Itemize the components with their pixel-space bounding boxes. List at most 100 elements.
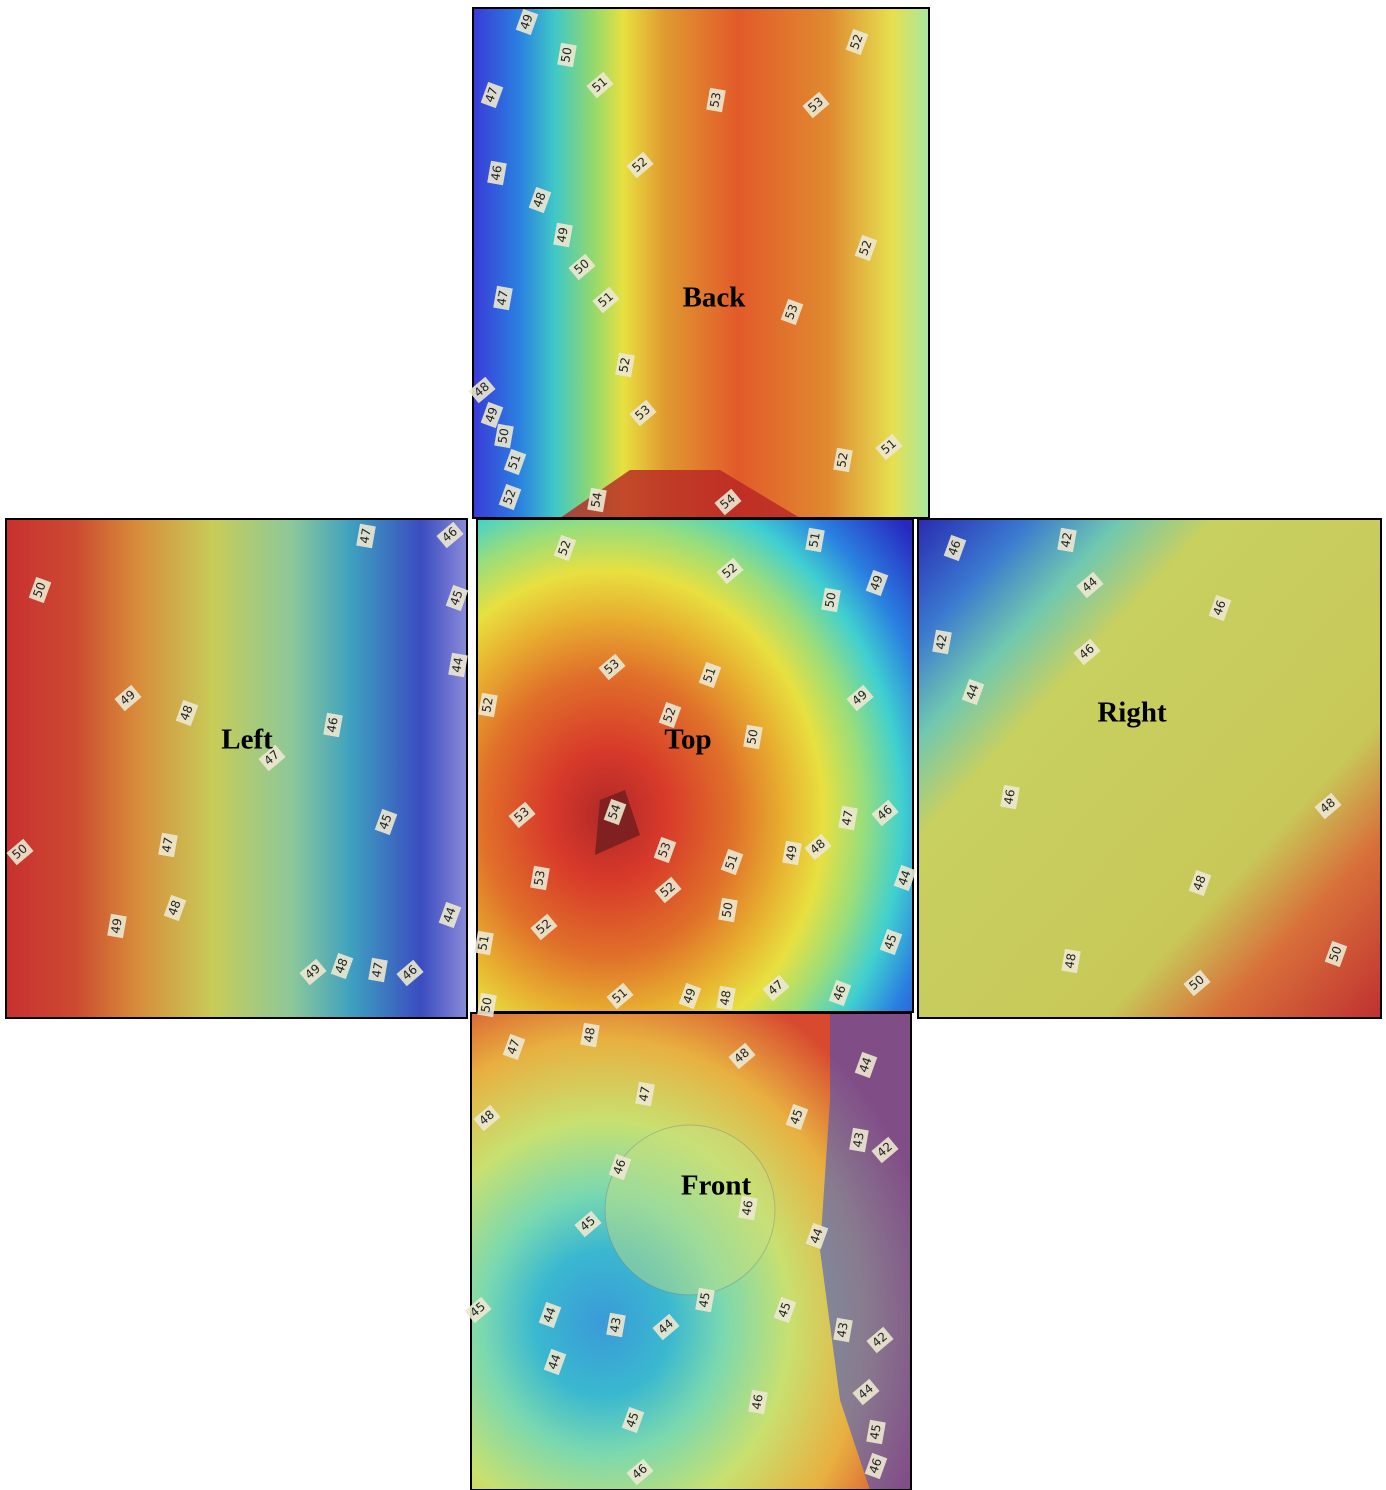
- label-box: [1324, 940, 1348, 968]
- label-box: [821, 587, 841, 613]
- label-box: [448, 652, 468, 678]
- label-box: [804, 833, 832, 861]
- panel-title: Back: [683, 282, 747, 314]
- label-box: [629, 399, 657, 427]
- right-frame: [917, 518, 1382, 1019]
- contour-label: 50: [718, 897, 738, 923]
- contour-label: 51: [720, 848, 744, 876]
- contour-value: 48: [332, 956, 350, 975]
- contour-label: 49: [114, 684, 142, 712]
- label-box: [714, 488, 742, 516]
- contour-value: 52: [500, 487, 518, 506]
- contour-value: 48: [177, 703, 195, 722]
- contour-label: 51: [698, 661, 722, 689]
- label-box: [653, 836, 677, 864]
- contour-value: 46: [866, 1456, 884, 1475]
- label-box: [854, 234, 878, 262]
- contour-label: 47: [502, 1033, 526, 1061]
- label-box: [875, 433, 903, 461]
- label-box: [396, 959, 424, 987]
- label-box: [478, 692, 498, 718]
- contour-label: 47: [258, 744, 286, 772]
- label-box: [864, 1452, 888, 1480]
- front-cool-zone: [820, 1013, 911, 1490]
- label-box: [621, 1406, 645, 1434]
- contour-label: 48: [1314, 792, 1342, 820]
- label-box: [606, 982, 634, 1010]
- contour-label: 53: [530, 865, 550, 891]
- contour-label: 53: [802, 91, 830, 119]
- contour-label: 44: [652, 1313, 680, 1341]
- label-box: [846, 684, 874, 712]
- label-box: [1076, 571, 1104, 599]
- contour-value: 45: [376, 812, 394, 831]
- contour-value: 44: [440, 905, 458, 924]
- label-box: [626, 151, 654, 179]
- contour-value: 42: [1058, 531, 1074, 548]
- label-box: [608, 1153, 632, 1181]
- contour-label: 49: [865, 569, 889, 597]
- contour-label: 47: [480, 81, 504, 109]
- label-box: [598, 653, 626, 681]
- label-box: [720, 848, 744, 876]
- contour-value: 45: [447, 588, 465, 607]
- contour-label: 46: [487, 160, 507, 186]
- label-box: [543, 1348, 567, 1376]
- label-box: [494, 423, 514, 449]
- label-box: [805, 1222, 829, 1250]
- contour-value: 44: [545, 1352, 563, 1371]
- label-box: [436, 521, 464, 549]
- label-box: [515, 8, 539, 36]
- contour-value: 47: [482, 85, 500, 104]
- panel-title: Left: [221, 724, 273, 756]
- contour-label: 46: [738, 1195, 758, 1221]
- label-box: [706, 87, 726, 113]
- contour-value: 48: [1062, 952, 1078, 969]
- contour-value: 50: [558, 46, 574, 63]
- contour-label: 51: [875, 433, 903, 461]
- label-box: [528, 186, 552, 214]
- contour-label: 53: [780, 298, 804, 326]
- contour-value: 46: [739, 1199, 755, 1216]
- label-box: [114, 684, 142, 712]
- label-box: [1314, 792, 1342, 820]
- contour-label: 52: [530, 913, 558, 941]
- contour-value: 52: [479, 696, 495, 713]
- label-box: [586, 71, 614, 99]
- contour-value: 46: [945, 538, 963, 557]
- contour-value: 48: [717, 989, 733, 1006]
- contour-value: 49: [108, 917, 124, 934]
- contour-value: 45: [696, 1291, 712, 1308]
- contour-label: 53: [598, 653, 626, 681]
- contour-value: 48: [165, 898, 183, 917]
- contour-label: 47: [356, 523, 376, 549]
- label-box: [852, 1378, 880, 1406]
- label-box: [871, 799, 899, 827]
- contour-value: 52: [847, 32, 865, 51]
- contour-value: 48: [530, 190, 548, 209]
- contour-label: 42: [1057, 527, 1077, 553]
- contour-label: 48: [330, 952, 354, 980]
- contour-value: 44: [449, 656, 465, 673]
- contour-value: 45: [775, 1300, 793, 1319]
- contour-label: 45: [374, 808, 398, 836]
- label-box: [698, 661, 722, 689]
- contour-label: 51: [592, 286, 620, 314]
- label-box: [477, 992, 497, 1018]
- contour-value: 43: [834, 1321, 850, 1338]
- label-box: [943, 534, 967, 562]
- contour-label: 44: [893, 864, 917, 892]
- contour-value: 47: [369, 961, 385, 978]
- label-box: [468, 376, 496, 404]
- contour-label: 51: [586, 71, 614, 99]
- label-box: [932, 629, 952, 655]
- label-box: [1073, 638, 1101, 666]
- contour-value: 50: [30, 580, 48, 599]
- contour-value: 47: [357, 527, 373, 544]
- contour-value: 46: [488, 164, 504, 181]
- contour-label: 52: [615, 352, 635, 378]
- contour-label: 51: [606, 982, 634, 1010]
- contour-value: 47: [494, 289, 510, 306]
- label-box: [866, 1419, 886, 1445]
